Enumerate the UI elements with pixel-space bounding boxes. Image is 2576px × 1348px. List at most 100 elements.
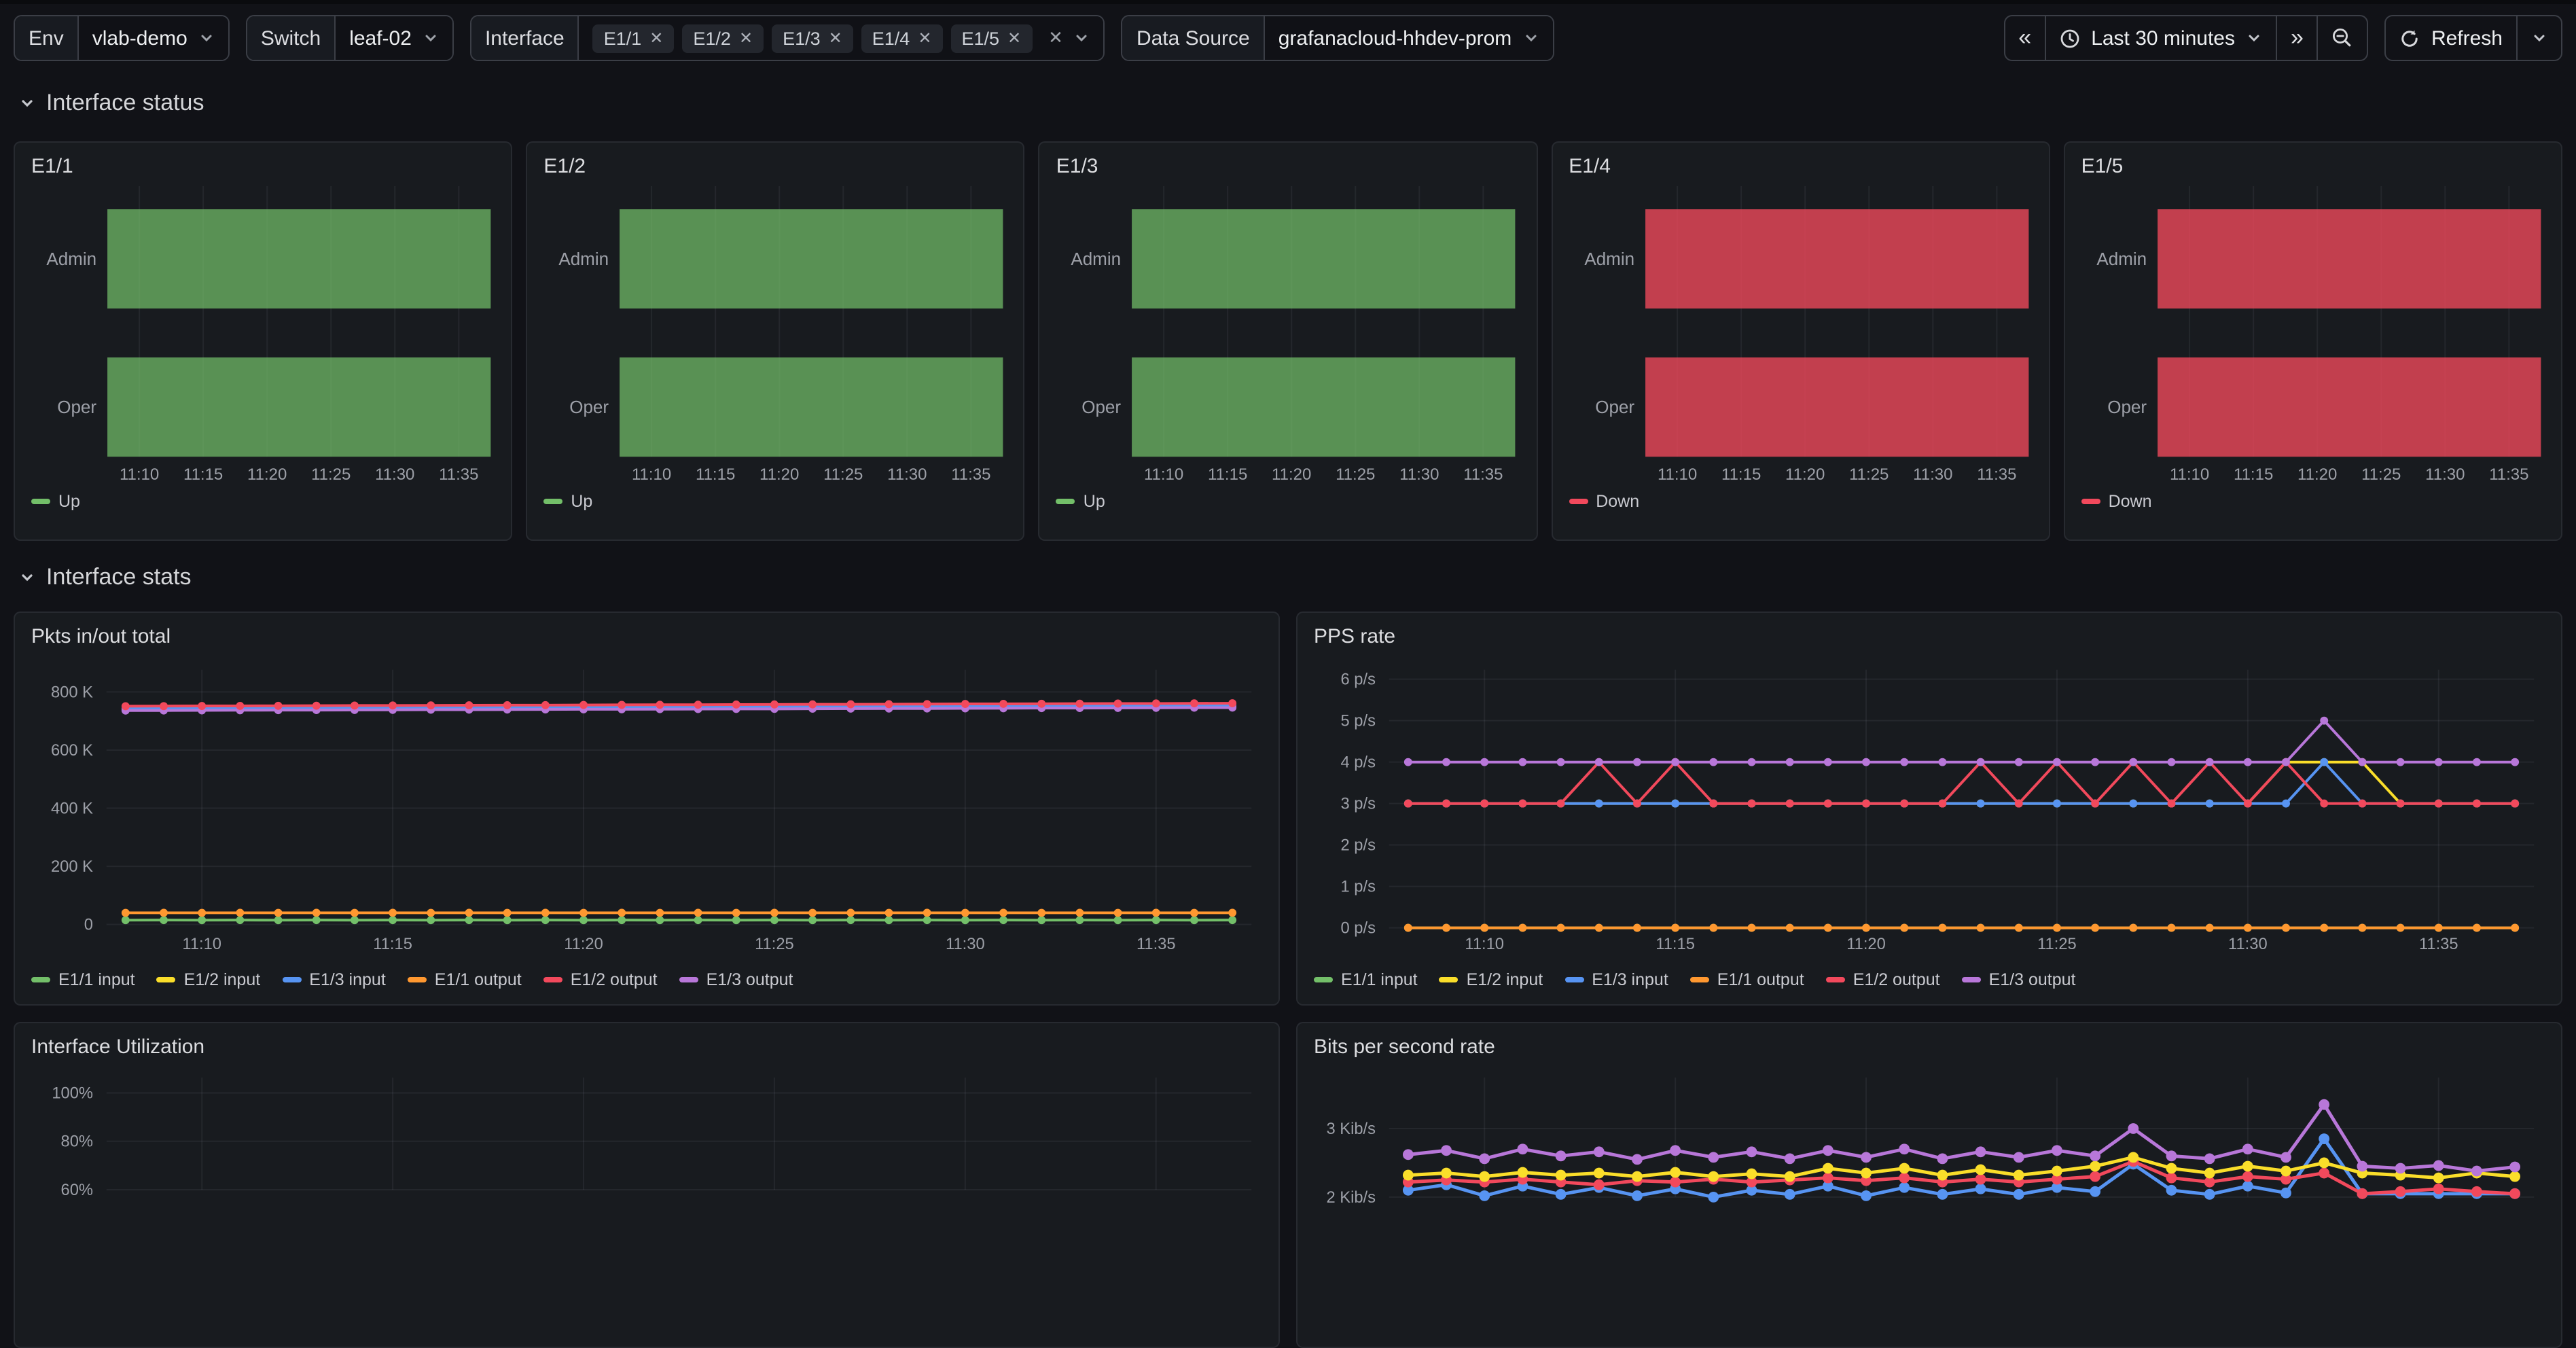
legend-item[interactable]: E1/2 output — [543, 970, 658, 989]
panel-legend: E1/1 input E1/2 input E1/3 input E1/1 outpu… — [31, 970, 1278, 989]
chevron-down-icon[interactable] — [1074, 30, 1090, 46]
legend-item[interactable]: E1/1 output — [407, 970, 522, 989]
panel-legend: Up — [543, 492, 1023, 511]
bits-line-chart[interactable]: 3 Kib/s 2 Kib/s — [1311, 1067, 2547, 1336]
legend-label: E1/3 input — [309, 970, 386, 989]
svg-text:6 p/s: 6 p/s — [1341, 671, 1376, 689]
interface-tag[interactable]: E1/5 ✕ — [950, 24, 1033, 52]
datasource-dropdown[interactable]: grafanacloud-hhdev-prom — [1264, 16, 1553, 60]
legend-item[interactable]: E1/2 output — [1825, 970, 1940, 989]
interface-tag[interactable]: E1/2 ✕ — [682, 24, 764, 52]
legend-item[interactable]: Up — [543, 492, 592, 511]
svg-text:11:25: 11:25 — [311, 465, 351, 484]
svg-text:11:10: 11:10 — [1657, 465, 1696, 484]
switch-label: Switch — [247, 16, 336, 60]
svg-text:11:35: 11:35 — [1464, 465, 1503, 484]
interface-tag[interactable]: E1/4 ✕ — [861, 24, 943, 52]
interface-multiselect[interactable]: E1/1 ✕ E1/2 ✕ E1/3 ✕ E1/4 ✕ E1/5 ✕ ✕ — [579, 16, 1104, 60]
chevron-down-icon — [425, 35, 436, 42]
refresh-interval-dropdown[interactable] — [2516, 16, 2561, 60]
utilization-line-chart[interactable]: 100%80%60% — [29, 1067, 1265, 1336]
svg-text:11:35: 11:35 — [2489, 465, 2528, 484]
datasource-control: Data Source grafanacloud-hhdev-prom — [1121, 15, 1554, 61]
legend-item[interactable]: E1/2 input — [156, 970, 260, 989]
tag-remove-icon[interactable]: ✕ — [918, 29, 932, 48]
legend-label: E1/2 output — [570, 970, 658, 989]
legend-item[interactable]: E1/3 input — [282, 970, 386, 989]
legend-item[interactable]: Down — [1569, 492, 1639, 511]
legend-color-pill — [156, 976, 176, 982]
section-interface-stats[interactable]: Interface stats — [19, 564, 192, 591]
chevron-down-icon — [22, 100, 33, 107]
legend-item[interactable]: E1/1 output — [1689, 970, 1804, 989]
svg-text:11:15: 11:15 — [1656, 936, 1695, 953]
interface-tag[interactable]: E1/3 ✕ — [772, 24, 853, 52]
legend-item[interactable]: Down — [2081, 492, 2152, 511]
switch-value-dropdown[interactable]: leaf-02 — [336, 16, 452, 60]
env-variable-control: Env vlab-demo — [14, 15, 230, 61]
tag-remove-icon[interactable]: ✕ — [649, 29, 664, 48]
interface-label: Interface — [471, 16, 579, 60]
e1-3-timeline-chart[interactable]: 11:10 11:15 11:20 11:25 11:30 11:35 Admin Oper — [1054, 186, 1522, 488]
section-interface-status[interactable]: Interface status — [19, 90, 204, 117]
legend-color-pill — [679, 976, 698, 982]
svg-text:3 Kib/s: 3 Kib/s — [1326, 1120, 1376, 1138]
time-shift-forward-button[interactable]: » — [2276, 16, 2317, 60]
legend-item[interactable]: E1/3 output — [1961, 970, 2076, 989]
chevron-down-icon — [201, 35, 212, 42]
svg-text:11:35: 11:35 — [1976, 465, 2016, 484]
zoom-out-button[interactable] — [2316, 16, 2367, 60]
legend-color-pill — [31, 976, 50, 982]
time-controls: « Last 30 minutes » — [2003, 15, 2562, 61]
switch-value: leaf-02 — [349, 26, 412, 50]
e1-5-timeline-chart[interactable]: 11:10 11:15 11:20 11:25 11:30 11:35 Admin Oper — [2079, 186, 2547, 488]
zoom-out-icon — [2333, 28, 2352, 47]
panel-title: Pkts in/out total — [31, 625, 171, 648]
pkts-line-chart[interactable]: 0 200 K 400 K 600 K 800 K 11:10 11:15 11:20 11:2… — [29, 656, 1265, 965]
legend-color-pill — [1439, 976, 1459, 982]
tag-remove-icon[interactable]: ✕ — [1007, 29, 1022, 48]
panel-bits-per-second: Bits per second rate 3 Kib/s 2 Kib/s — [1296, 1022, 2562, 1348]
legend-color-pill — [1569, 499, 1588, 505]
svg-text:11:10: 11:10 — [632, 465, 671, 484]
bottom-panels-row: Interface Utilization 100% 80% 60% Bits pe… — [14, 1022, 2562, 1348]
e1-2-timeline-chart[interactable]: 11:10 11:15 11:20 11:25 11:30 11:35 Admin Oper — [541, 186, 1009, 488]
interface-tag[interactable]: E1/1 ✕ — [592, 24, 675, 52]
legend-item[interactable]: E1/2 input — [1439, 970, 1543, 989]
legend-label: Up — [58, 492, 80, 512]
time-picker-group: « Last 30 minutes » — [2003, 15, 2369, 61]
time-shift-back-button[interactable]: « — [2018, 24, 2032, 50]
svg-text:11:15: 11:15 — [2234, 465, 2273, 484]
time-range-picker[interactable]: Last 30 minutes — [2045, 16, 2276, 60]
legend-item[interactable]: E1/1 input — [1314, 970, 1418, 989]
svg-text:Oper: Oper — [57, 397, 96, 417]
legend-item[interactable]: Up — [1056, 492, 1105, 511]
refresh-button[interactable]: Refresh — [2386, 16, 2516, 60]
e1-4-timeline-chart[interactable]: 11:10 11:15 11:20 11:25 11:30 11:35 Admin Oper — [1566, 186, 2035, 488]
legend-item[interactable]: E1/3 input — [1564, 970, 1668, 989]
legend-item[interactable]: E1/1 input — [31, 970, 135, 989]
pps-line-chart[interactable]: 0 p/s 1 p/s 2 p/s 3 p/s 4 p/s 5 p/s 6 p/s 11:10… — [1311, 656, 2547, 965]
panel-e1-3: E1/3 11:10 11:15 11:20 11:25 11:30 11:35 Admin… — [1038, 141, 1538, 541]
svg-text:11:10: 11:10 — [120, 465, 159, 484]
svg-text:Oper: Oper — [2107, 397, 2147, 417]
legend-label: E1/2 input — [1466, 970, 1543, 989]
tag-label: E1/4 — [872, 28, 910, 48]
dashboard-toolbar: Env vlab-demo Switch leaf-02 Interface E… — [14, 15, 2562, 61]
svg-text:11:15: 11:15 — [1209, 465, 1248, 484]
svg-text:11:20: 11:20 — [2297, 465, 2337, 484]
tag-remove-icon[interactable]: ✕ — [828, 29, 842, 48]
panel-legend: Down — [1569, 492, 2048, 511]
svg-text:11:15: 11:15 — [696, 465, 735, 484]
tag-remove-icon[interactable]: ✕ — [738, 29, 753, 48]
legend-item[interactable]: Up — [31, 492, 80, 511]
svg-text:Admin: Admin — [46, 249, 96, 269]
stats-panels-row: Pkts in/out total 0 200 K 400 K 600 K 800 K 1… — [14, 611, 2562, 1006]
clear-all-icon[interactable]: ✕ — [1048, 27, 1063, 48]
svg-text:Admin: Admin — [1071, 249, 1122, 269]
env-value-dropdown[interactable]: vlab-demo — [78, 16, 228, 60]
svg-text:0 p/s: 0 p/s — [1341, 920, 1376, 938]
legend-item[interactable]: E1/3 output — [679, 970, 793, 989]
panel-e1-2: E1/2 11:10 11:15 11:20 11:25 11:30 11:35 Admin… — [526, 141, 1025, 541]
e1-1-timeline-chart[interactable]: 11:10 11:15 11:20 11:25 11:30 11:35 Admin Oper — [29, 186, 497, 488]
